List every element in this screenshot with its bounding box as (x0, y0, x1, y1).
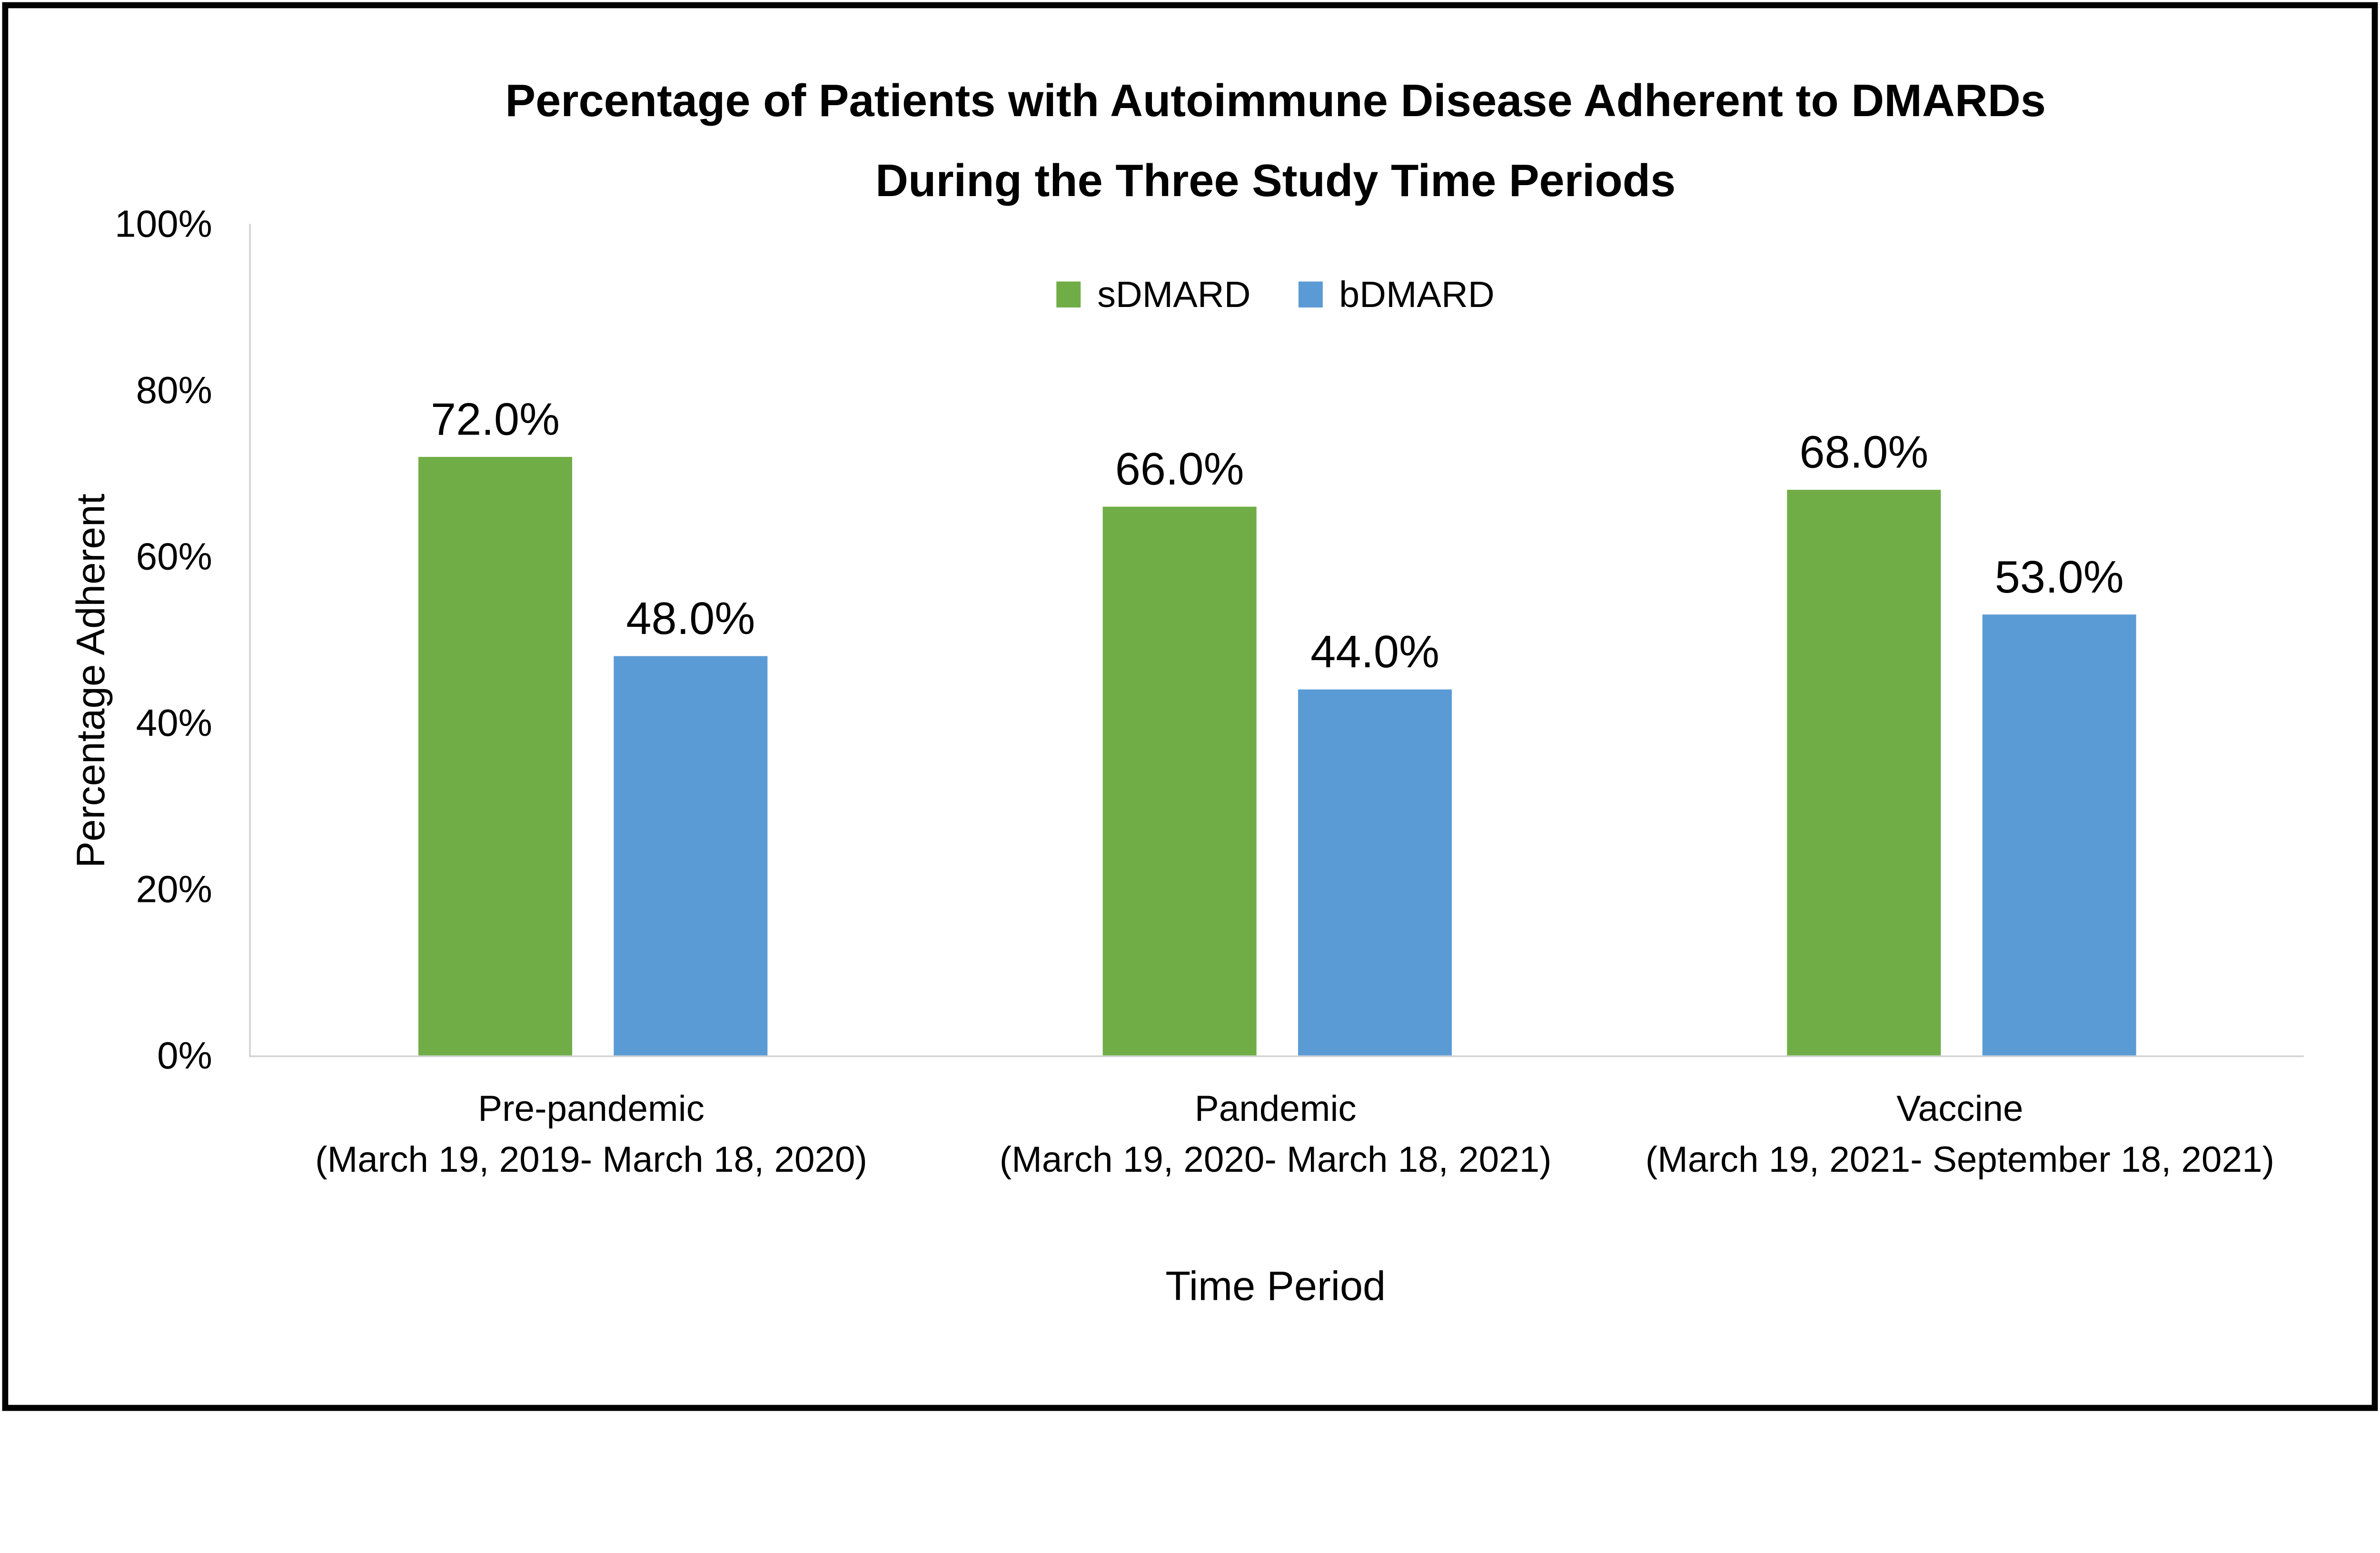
chart-figure: Percentage of Patients with Autoimmune D… (2, 2, 2378, 1411)
y-tick-label-40%: 40% (136, 701, 212, 744)
legend-item-bDMARD: bDMARD (1298, 274, 1495, 315)
category-date-range: (March 19, 2019- March 18, 2020) (315, 1139, 867, 1180)
y-tick-label-80%: 80% (136, 368, 212, 412)
legend-swatch-icon-bDMARD (1298, 281, 1323, 308)
category-name: Pandemic (1194, 1088, 1357, 1129)
y-tick-label-0%: 0% (157, 1033, 212, 1077)
bar-sDMARD-Vaccine: 68.0% (1787, 430, 1941, 1056)
bar-bDMARD-Pandemic: 44.0% (1298, 629, 1452, 1056)
chart-title-line-1: Percentage of Patients with Autoimmune D… (505, 75, 2046, 126)
data-label-bDMARD-Pre-pandemic: 48.0% (626, 593, 755, 644)
legend-item-sDMARD: sDMARD (1056, 274, 1251, 315)
bar-group-Vaccine: 68.0% 53.0% (1619, 224, 2304, 1056)
chart-title: Percentage of Patients with Autoimmune D… (249, 60, 2302, 221)
legend: sDMARD bDMARD (249, 267, 2302, 323)
category-name: Pre-pandemic (478, 1088, 704, 1129)
bar-bDMARD-Vaccine: 53.0% (1982, 554, 2136, 1056)
x-axis-title: Time Period (1165, 1263, 1386, 1309)
bar-sDMARD-Pre-pandemic: 72.0% (418, 396, 573, 1056)
chart-title-line-2: During the Three Study Time Periods (875, 155, 1676, 207)
y-axis-title: Percentage Adherent (69, 494, 113, 868)
legend-label-sDMARD: sDMARD (1097, 274, 1251, 315)
category-date-range: (March 19, 2021- September 18, 2021) (1645, 1139, 2275, 1180)
bar-group-Pre-pandemic: 72.0% 48.0% (251, 224, 935, 1056)
data-label-bDMARD-Vaccine: 53.0% (1994, 552, 2124, 603)
y-tick-label-100%: 100% (115, 202, 212, 246)
data-label-bDMARD-Pandemic: 44.0% (1310, 626, 1439, 678)
y-tick-label-60%: 60% (136, 534, 212, 578)
legend-label-bDMARD: bDMARD (1339, 274, 1495, 315)
category-date-range: (March 19, 2020- March 18, 2021) (999, 1139, 1552, 1180)
data-label-sDMARD-Pandemic: 66.0% (1115, 444, 1244, 495)
category-name: Vaccine (1896, 1088, 2023, 1129)
category-label-Pandemic: Pandemic (March 19, 2020- March 18, 2021) (933, 1083, 1618, 1185)
bar-bDMARD-Pre-pandemic: 48.0% (614, 596, 768, 1056)
x-axis-category-labels: Pre-pandemic (March 19, 2019- March 18, 2… (249, 1083, 2302, 1185)
data-label-sDMARD-Pre-pandemic: 72.0% (431, 394, 560, 445)
plot-area: 72.0% 48.0% 66.0% 44.0% 68.0% 53.0% (249, 224, 2304, 1058)
bar-sDMARD-Pandemic: 66.0% (1102, 446, 1257, 1056)
y-tick-label-20%: 20% (136, 867, 212, 910)
bar-group-Pandemic: 66.0% 44.0% (935, 224, 1620, 1056)
category-label-Vaccine: Vaccine (March 19, 2021- September 18, 20… (1618, 1083, 2302, 1185)
category-label-Pre-pandemic: Pre-pandemic (March 19, 2019- March 18, 2… (249, 1083, 933, 1185)
legend-swatch-icon-sDMARD (1056, 281, 1081, 308)
data-label-sDMARD-Vaccine: 68.0% (1799, 427, 1929, 478)
